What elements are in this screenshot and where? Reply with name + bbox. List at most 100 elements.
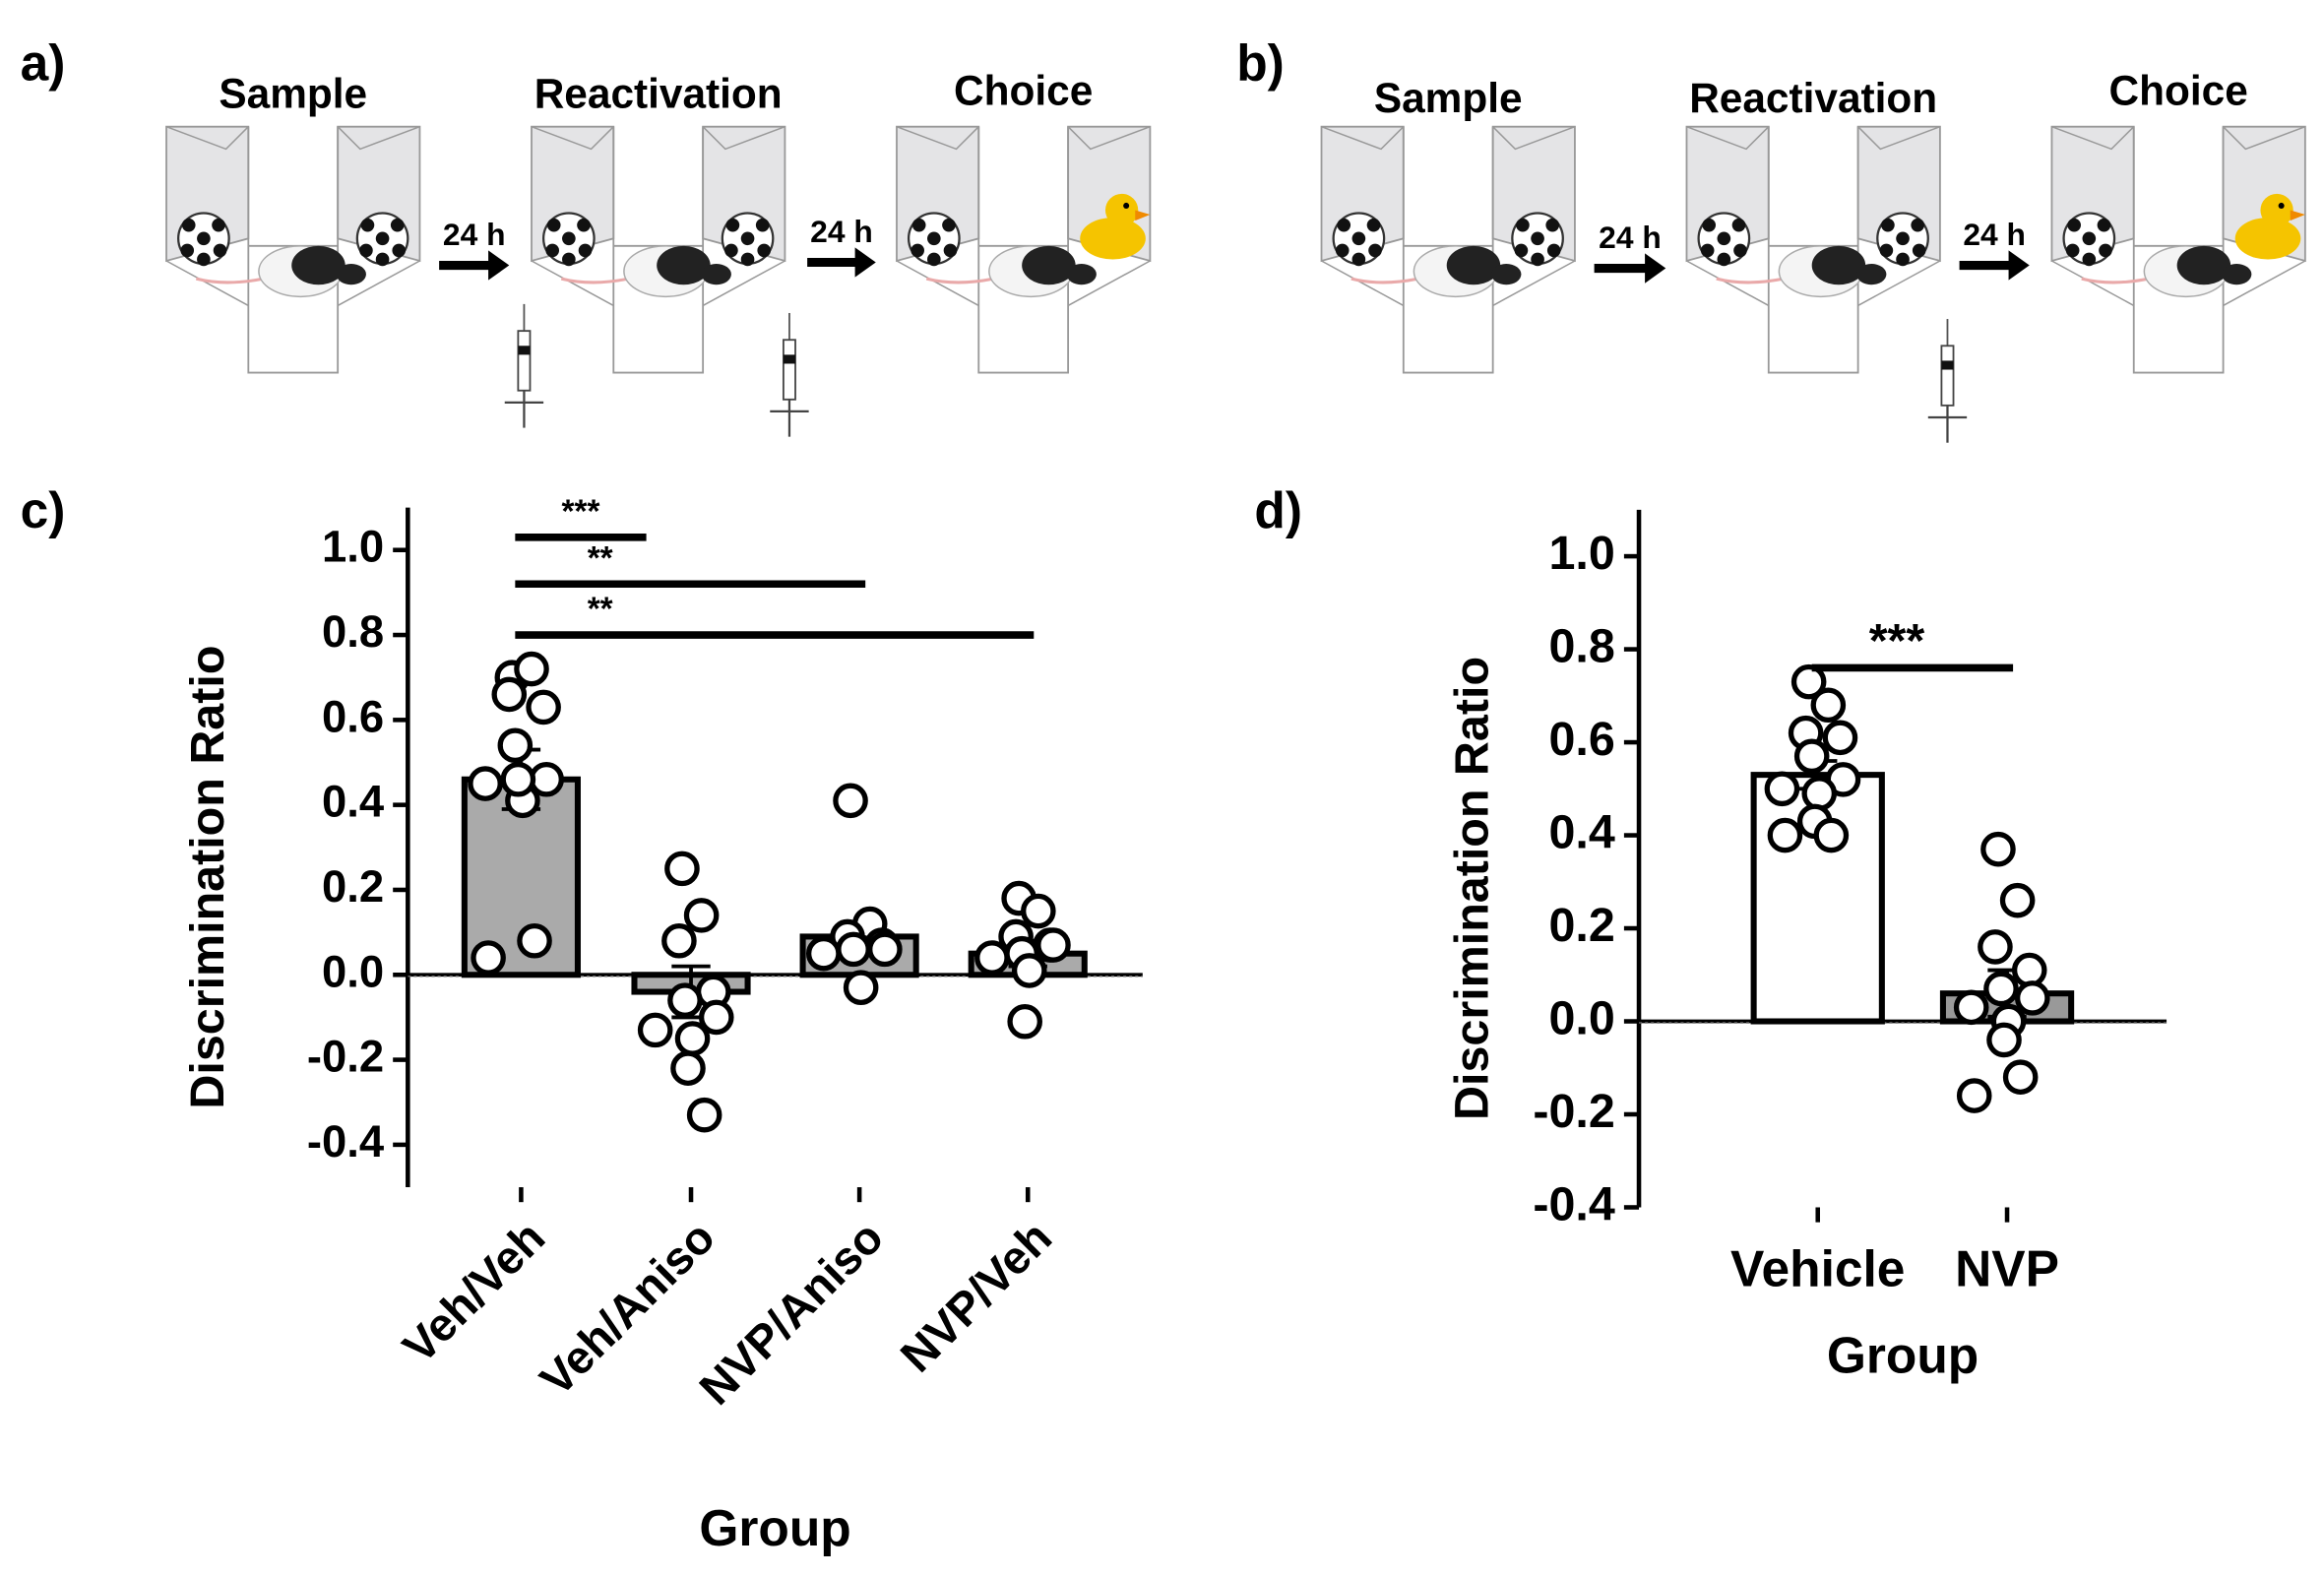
y-tick-label: 0.2 bbox=[322, 861, 384, 912]
data-point bbox=[664, 851, 700, 887]
plunger-tip bbox=[783, 354, 796, 364]
y-tick-label: 0.6 bbox=[322, 691, 384, 741]
y-tick-label: -0.4 bbox=[1533, 1177, 1615, 1230]
ball-patch bbox=[197, 231, 211, 246]
ball-patch bbox=[1366, 218, 1381, 232]
maze-top bbox=[2051, 125, 2306, 151]
data-point bbox=[670, 1050, 706, 1087]
data-point bbox=[1822, 720, 1858, 756]
stage-label: Sample bbox=[219, 71, 367, 117]
ball-patch bbox=[911, 243, 924, 258]
ball-patch bbox=[1531, 231, 1544, 246]
data-point bbox=[1021, 893, 1056, 929]
ball-icon bbox=[907, 212, 961, 267]
ball-icon bbox=[1332, 212, 1386, 267]
ball-patch bbox=[1546, 243, 1561, 258]
data-point bbox=[1790, 663, 1827, 700]
maze-top bbox=[896, 125, 1151, 151]
stage-label: Sample bbox=[1374, 75, 1523, 121]
maze-top bbox=[165, 125, 420, 151]
data-point bbox=[805, 935, 842, 972]
maze-front bbox=[2051, 260, 2306, 307]
data-point bbox=[471, 940, 506, 976]
rat-back bbox=[2176, 245, 2231, 285]
y-tick-label: -0.2 bbox=[307, 1032, 384, 1082]
ball-icon bbox=[2062, 212, 2116, 267]
ball-patch bbox=[911, 218, 926, 232]
ball-patch bbox=[1702, 218, 1717, 232]
data-point bbox=[1999, 882, 2036, 918]
data-point bbox=[1801, 776, 1838, 811]
y-tick-label: 1.0 bbox=[1548, 527, 1614, 580]
ball-patch bbox=[562, 252, 576, 267]
maze-front bbox=[896, 260, 1151, 307]
data-point bbox=[836, 931, 871, 968]
ball-patch bbox=[1717, 231, 1731, 246]
rat-tail bbox=[1350, 277, 1419, 284]
ball-patch bbox=[562, 231, 576, 246]
data-point bbox=[500, 761, 536, 797]
data-point bbox=[1986, 1022, 2022, 1058]
rat-head bbox=[1066, 264, 1097, 285]
rat-icon bbox=[925, 245, 1097, 298]
ball-patch bbox=[360, 218, 375, 232]
data-point bbox=[517, 922, 552, 959]
interval-label: 24 h bbox=[1599, 220, 1662, 255]
data-point bbox=[867, 931, 903, 968]
duck-icon bbox=[1080, 193, 1151, 260]
duck-body bbox=[1080, 218, 1146, 260]
rat-icon bbox=[2081, 245, 2252, 298]
data-point bbox=[514, 651, 549, 687]
duck-head bbox=[1104, 193, 1139, 227]
ball-patch bbox=[927, 231, 941, 246]
ball-icon bbox=[541, 212, 596, 267]
ball-patch bbox=[740, 252, 755, 267]
stage-label: Choice bbox=[2109, 68, 2248, 114]
rat-head bbox=[2222, 264, 2252, 285]
ball-icon bbox=[721, 212, 775, 267]
x-axis-label: Group bbox=[1827, 1327, 1979, 1384]
significance-label: ** bbox=[588, 592, 613, 628]
ball-patch bbox=[1911, 218, 1925, 232]
ball-patch bbox=[1545, 218, 1560, 232]
ball-patch bbox=[1516, 218, 1530, 232]
ball-patch bbox=[577, 218, 591, 232]
ball-patch bbox=[1733, 243, 1747, 258]
ball-patch bbox=[1912, 243, 1926, 258]
y-tick-label: 0.2 bbox=[1548, 899, 1614, 952]
y-axis-label: Discrimination Ratio bbox=[181, 646, 234, 1109]
data-point bbox=[674, 1021, 711, 1056]
y-tick-label: -0.2 bbox=[1533, 1085, 1614, 1138]
ball-patch bbox=[1351, 231, 1366, 246]
duck-head bbox=[2260, 193, 2293, 227]
ball-patch bbox=[2067, 218, 2081, 232]
plunger-tip bbox=[518, 346, 531, 355]
ball-patch bbox=[1717, 252, 1731, 267]
ball-patch bbox=[212, 218, 225, 232]
data-point bbox=[667, 982, 703, 1018]
rat-head bbox=[1491, 264, 1522, 285]
ball-patch bbox=[740, 231, 755, 246]
rat-tail bbox=[1716, 277, 1785, 284]
y-tick-label: -0.4 bbox=[307, 1116, 385, 1167]
x-tick-label: Veh/Veh bbox=[393, 1212, 554, 1373]
data-point bbox=[2014, 980, 2050, 1016]
data-point bbox=[1978, 929, 2013, 965]
data-point bbox=[2002, 1059, 2039, 1095]
y-tick-label: 0.8 bbox=[322, 606, 384, 657]
data-point bbox=[661, 922, 697, 959]
maze-front bbox=[1321, 260, 1576, 307]
ball-patch bbox=[942, 218, 956, 232]
rat-back bbox=[291, 245, 345, 285]
data-point bbox=[497, 727, 534, 764]
data-point bbox=[686, 1097, 722, 1133]
duck-eye bbox=[1123, 202, 1130, 209]
rat-icon bbox=[195, 245, 366, 298]
arrow-head bbox=[854, 247, 876, 278]
panel-label: d) bbox=[1254, 481, 1302, 538]
data-point bbox=[491, 676, 528, 713]
ball-patch bbox=[1896, 252, 1910, 267]
y-tick-label: 0.4 bbox=[1548, 805, 1614, 858]
barrel bbox=[1940, 345, 1955, 407]
